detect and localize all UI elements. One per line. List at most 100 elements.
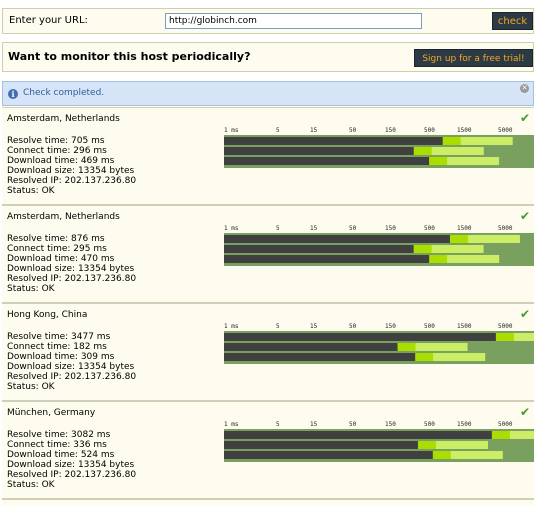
tick-label: 150: [385, 323, 396, 330]
status: Status: OK: [7, 186, 55, 196]
tick-label: 500: [424, 225, 435, 232]
download-size: Download size: 13354 bytes: [7, 166, 135, 176]
notice-bar: i Check completed. ✕: [2, 81, 534, 106]
result-row: Amsterdam, Netherlands ✔ 1 ms 5 15 50 150 500…: [2, 205, 534, 303]
signup-button[interactable]: Sign up for a free trial!: [414, 49, 533, 67]
resolve-time: Resolve time: 3082 ms: [7, 430, 111, 440]
tick-label: 50: [349, 225, 357, 232]
url-input[interactable]: [165, 13, 422, 29]
result-row: München, Germany ✔ 1 ms 5 15 50 150 500 1500 50…: [2, 401, 534, 499]
connect-bar: [224, 343, 398, 351]
timing-chart: [224, 331, 534, 364]
status: Status: OK: [7, 284, 55, 294]
result-stats: Resolve time: 3477 ms Connect time: 182 …: [7, 332, 136, 392]
download-size: Download size: 13354 bytes: [7, 264, 135, 274]
time-scale: 1 ms 5 15 50 150 500 1500 5000: [224, 225, 524, 233]
tick-label: 1500: [457, 323, 472, 330]
resolve-time: Resolve time: 3477 ms: [7, 332, 111, 342]
check-ok-icon: ✔: [519, 307, 530, 321]
tick-label: 50: [349, 421, 357, 428]
close-icon[interactable]: ✕: [520, 84, 529, 93]
status: Status: OK: [7, 382, 55, 392]
resolved-ip: Resolved IP: 202.137.236.80: [7, 470, 137, 480]
connect-bar: [224, 441, 418, 449]
tick-label: 1 ms: [224, 421, 239, 428]
tick-label: 1500: [457, 225, 472, 232]
tick-label: 500: [424, 323, 435, 330]
download-time: Download time: 470 ms: [7, 254, 115, 264]
download-time: Download time: 469 ms: [7, 156, 115, 166]
tick-label: 150: [385, 127, 396, 134]
time-scale: 1 ms 5 15 50 150 500 1500 5000: [224, 421, 524, 429]
result-location: München, Germany: [7, 408, 96, 418]
download-time: Download time: 309 ms: [7, 352, 115, 362]
result-location: Hong Kong, China: [7, 310, 88, 320]
timing-chart-svg: [224, 429, 534, 462]
tick-label: 5000: [498, 421, 513, 428]
notice-text: Check completed.: [23, 88, 105, 98]
connect-time: Connect time: 182 ms: [7, 342, 107, 352]
tick-label: 50: [349, 323, 357, 330]
check-ok-icon: ✔: [519, 209, 530, 223]
download-size: Download size: 13354 bytes: [7, 362, 135, 372]
connect-time: Connect time: 296 ms: [7, 146, 107, 156]
result-row-partial: [2, 499, 534, 506]
connect-bar: [224, 245, 414, 253]
resolve-bar: [224, 235, 450, 243]
result-location: Amsterdam, Netherlands: [7, 212, 120, 222]
download-time: Download time: 524 ms: [7, 450, 115, 460]
check-button[interactable]: check: [492, 12, 533, 30]
url-label: Enter your URL:: [9, 15, 88, 26]
tick-label: 5000: [498, 225, 513, 232]
download-bar: [224, 157, 430, 165]
tick-label: 5: [276, 127, 280, 134]
check-ok-icon: ✔: [519, 405, 530, 419]
timing-chart-svg: [224, 331, 534, 364]
download-bar: [224, 353, 416, 361]
result-location: Amsterdam, Netherlands: [7, 114, 120, 124]
url-form: Enter your URL: check: [2, 8, 534, 34]
tick-label: 5000: [498, 127, 513, 134]
download-bar: [224, 451, 433, 459]
timing-chart-svg: [224, 233, 534, 266]
status: Status: OK: [7, 480, 55, 490]
resolve-bar: [224, 431, 492, 439]
monitor-banner: Want to monitor this host periodically? …: [2, 42, 534, 72]
result-row: Amsterdam, Netherlands ✔ 1 ms 5 15 50 150 500…: [2, 107, 534, 205]
tick-label: 50: [349, 127, 357, 134]
result-row: Hong Kong, China ✔ 1 ms 5 15 50 150 500 1500 50…: [2, 303, 534, 401]
tick-label: 5000: [498, 323, 513, 330]
resolved-ip: Resolved IP: 202.137.236.80: [7, 176, 137, 186]
tick-label: 15: [310, 225, 318, 232]
tick-label: 1500: [457, 421, 472, 428]
resolve-bar: [224, 137, 443, 145]
download-size: Download size: 13354 bytes: [7, 460, 135, 470]
timing-chart: [224, 429, 534, 462]
connect-time: Connect time: 336 ms: [7, 440, 107, 450]
resolve-bar: [224, 333, 496, 341]
tick-label: 1 ms: [224, 127, 239, 134]
time-scale: 1 ms 5 15 50 150 500 1500 5000: [224, 323, 524, 331]
result-stats: Resolve time: 876 ms Connect time: 295 m…: [7, 234, 136, 294]
tick-label: 500: [424, 127, 435, 134]
tick-label: 5: [276, 323, 280, 330]
timing-chart: [224, 135, 534, 168]
tick-label: 150: [385, 225, 396, 232]
tick-label: 15: [310, 127, 318, 134]
tick-label: 1 ms: [224, 323, 239, 330]
timing-chart-svg: [224, 135, 534, 168]
download-bar: [224, 255, 430, 263]
result-stats: Resolve time: 3082 ms Connect time: 336 …: [7, 430, 136, 490]
timing-chart: [224, 233, 534, 266]
resolve-time: Resolve time: 876 ms: [7, 234, 105, 244]
connect-bar: [224, 147, 414, 155]
tick-label: 1500: [457, 127, 472, 134]
result-stats: Resolve time: 705 ms Connect time: 296 m…: [7, 136, 136, 196]
info-icon: i: [8, 89, 18, 99]
tick-label: 500: [424, 421, 435, 428]
check-ok-icon: ✔: [519, 111, 530, 125]
results-list: Amsterdam, Netherlands ✔ 1 ms 5 15 50 150 500…: [0, 107, 536, 506]
resolved-ip: Resolved IP: 202.137.236.80: [7, 274, 137, 284]
connect-time: Connect time: 295 ms: [7, 244, 107, 254]
resolve-time: Resolve time: 705 ms: [7, 136, 105, 146]
